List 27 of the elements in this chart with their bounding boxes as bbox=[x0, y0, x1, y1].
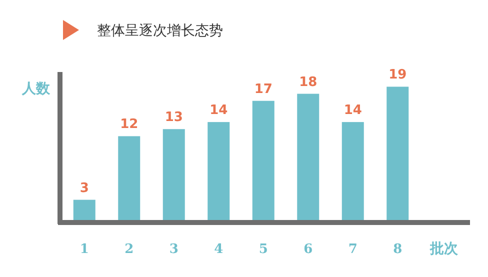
x-tick-label: 5 bbox=[258, 242, 268, 257]
x-tick-label: 2 bbox=[124, 242, 134, 257]
data-label: 14 bbox=[344, 103, 362, 118]
bar bbox=[252, 100, 274, 221]
x-tick-label: 4 bbox=[214, 242, 224, 257]
data-label: 18 bbox=[299, 74, 318, 90]
x-tick-label: 6 bbox=[304, 242, 313, 257]
x-tick-label: 7 bbox=[348, 242, 358, 257]
x-tick-label: 8 bbox=[393, 242, 402, 257]
data-label: 19 bbox=[388, 68, 407, 83]
data-label: 17 bbox=[254, 82, 272, 97]
y-axis-title: 人数 bbox=[21, 81, 51, 97]
bar bbox=[118, 136, 140, 221]
x-tick-label: 1 bbox=[80, 242, 89, 257]
bar bbox=[386, 86, 409, 221]
chart-title: 整体呈逐次增长态势 bbox=[97, 23, 223, 39]
bar bbox=[73, 200, 96, 221]
bar bbox=[297, 94, 320, 221]
x-tick-label: 3 bbox=[169, 242, 178, 257]
bar bbox=[162, 129, 185, 221]
data-label: 13 bbox=[164, 110, 183, 126]
data-label: 12 bbox=[120, 117, 138, 132]
x-axis-title: 批次 bbox=[429, 241, 459, 257]
data-label: 14 bbox=[210, 103, 228, 118]
bar bbox=[208, 122, 230, 221]
bar bbox=[342, 122, 364, 221]
data-label: 3 bbox=[80, 180, 89, 196]
